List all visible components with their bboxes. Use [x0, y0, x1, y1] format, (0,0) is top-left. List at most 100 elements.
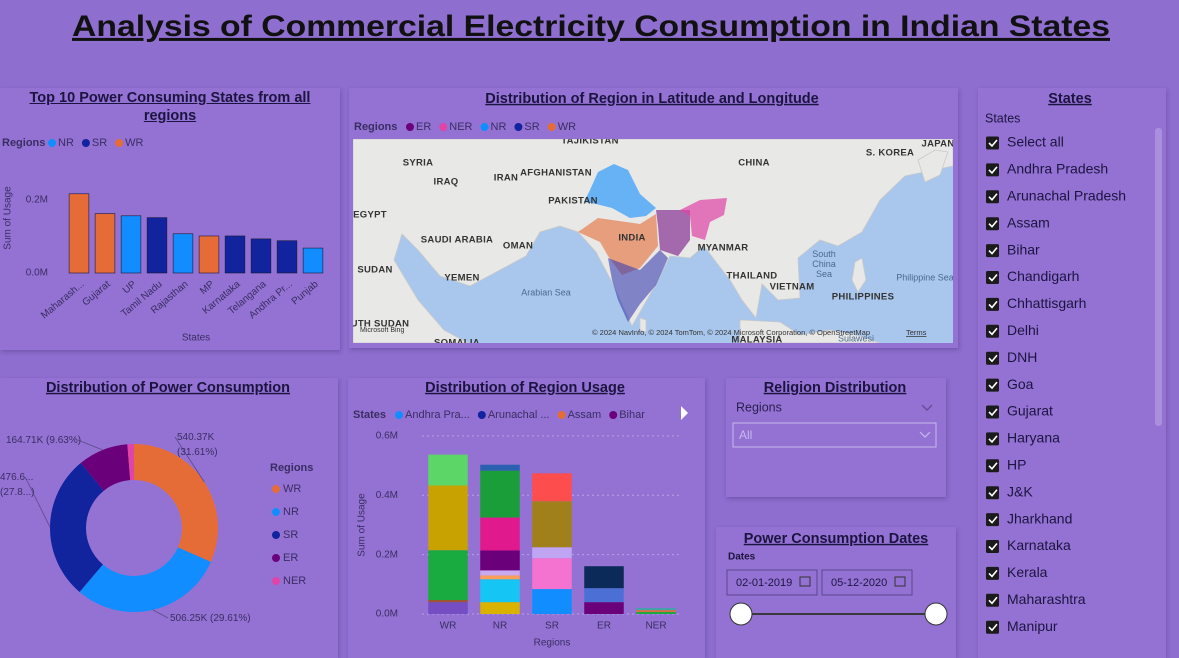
legend-title: Regions — [2, 137, 45, 149]
date-box[interactable] — [821, 569, 913, 596]
checkbox[interactable] — [986, 163, 999, 177]
check — [988, 516, 998, 524]
y-tick-label: 0.2M — [26, 194, 48, 205]
legend-label: ER — [283, 552, 298, 564]
slicer-item[interactable]: DNH — [1007, 349, 1037, 365]
checkbox[interactable] — [986, 190, 999, 204]
checkbox[interactable] — [986, 405, 999, 419]
legend-swatch — [272, 577, 280, 585]
slicer-item[interactable]: Select all — [1007, 134, 1064, 150]
bar — [94, 213, 116, 274]
bar — [250, 238, 272, 274]
checkbox[interactable] — [986, 271, 999, 284]
legend-swatch — [406, 123, 414, 131]
check — [988, 435, 998, 444]
panel — [0, 88, 340, 350]
date-box[interactable] — [726, 569, 818, 596]
calendar-icon[interactable] — [799, 576, 811, 587]
slicer-item[interactable]: Maharashtra — [1007, 591, 1086, 607]
check — [988, 462, 998, 470]
map-terms[interactable]: Terms — [906, 328, 927, 337]
checkbox[interactable] — [986, 513, 999, 527]
map-label: CHINA — [738, 158, 770, 169]
chart-title-box: Top 10 Power Consuming States from all r… — [30, 90, 311, 124]
legend-swatch — [272, 554, 280, 562]
checkbox[interactable] — [986, 378, 999, 392]
leader-line — [77, 439, 103, 451]
check — [988, 489, 998, 497]
leader-line — [152, 609, 169, 619]
checkbox[interactable] — [986, 540, 999, 553]
checkbox[interactable] — [986, 136, 999, 150]
bar-segment — [584, 588, 624, 603]
slicer-item[interactable]: Kerala — [1007, 564, 1048, 580]
panel — [716, 527, 956, 658]
slicer-item[interactable]: J&K — [1007, 483, 1033, 499]
checkbox[interactable] — [986, 297, 999, 311]
date-start: 02-01-2019 — [736, 577, 792, 589]
slider-handle[interactable] — [729, 602, 753, 626]
legend-swatch — [272, 485, 280, 493]
slicer-item[interactable]: Bihar — [1007, 241, 1040, 257]
slicer-item[interactable]: Chandigarh — [1007, 268, 1079, 284]
calendar-icon[interactable] — [894, 576, 906, 587]
slider-handle[interactable] — [924, 602, 948, 626]
bar-segment — [428, 485, 468, 551]
bar-segment — [428, 600, 468, 603]
map-label: PAKISTAN — [548, 196, 598, 207]
legend-label: NR — [283, 506, 299, 518]
checkbox[interactable] — [986, 351, 999, 365]
slicer-title: States — [1048, 91, 1092, 107]
x-tick-label: NER — [645, 621, 666, 632]
slicer-item[interactable]: HP — [1007, 457, 1026, 473]
data-label-box: 506.25K (29.61%) — [170, 613, 251, 624]
legend-swatch — [514, 123, 523, 131]
slicer-item[interactable]: Delhi — [1007, 322, 1039, 338]
slicer-item[interactable]: Arunachal Pradesh — [1007, 188, 1126, 204]
slicer-title: Power Consumption Dates — [744, 531, 929, 547]
bar — [198, 235, 220, 274]
bar-segment — [480, 550, 520, 571]
checkbox[interactable] — [986, 486, 999, 500]
slicer-item[interactable]: Gujarat — [1007, 403, 1053, 419]
scrollbar[interactable] — [1155, 128, 1162, 426]
check — [988, 354, 998, 363]
slicer-item[interactable]: Jharkhand — [1007, 510, 1072, 526]
slicer-item[interactable]: Assam — [1007, 214, 1050, 230]
legend-swatch — [609, 411, 618, 419]
slicer-item[interactable]: Goa — [1007, 376, 1034, 392]
checkbox[interactable] — [986, 432, 999, 446]
checkbox[interactable] — [986, 620, 999, 634]
map-label: South China Sea — [812, 249, 836, 279]
legend-swatch — [477, 411, 486, 419]
panel — [726, 378, 946, 497]
check — [988, 542, 998, 551]
x-tick-label: ER — [597, 621, 611, 632]
checkbox[interactable] — [986, 324, 999, 338]
checkbox[interactable] — [986, 459, 999, 473]
legend-label: SR — [283, 529, 298, 541]
data-label: 506.25K (29.61%) — [170, 613, 251, 624]
map[interactable] — [353, 139, 953, 343]
legend-next[interactable] — [681, 406, 688, 420]
legend-label: NER — [283, 575, 306, 587]
check — [988, 408, 998, 417]
slicer-item[interactable]: Chhattisgarh — [1007, 295, 1086, 311]
legend-title: Regions — [354, 121, 397, 133]
legend-label: Arunachal ... — [488, 409, 550, 421]
map-land — [739, 319, 881, 343]
slicer-title: Religion Distribution — [764, 380, 907, 396]
checkbox[interactable] — [986, 244, 999, 258]
legend-swatch — [395, 411, 403, 419]
dropdown[interactable] — [732, 422, 937, 448]
data-label: 476.6... (27.8...) — [0, 472, 35, 498]
checkbox[interactable] — [986, 217, 999, 231]
slicer-item[interactable]: Haryana — [1007, 430, 1060, 446]
legend-label: WR — [283, 483, 301, 495]
slicer-header: Regions — [736, 400, 782, 414]
slicer-item[interactable]: Andhra Pradesh — [1007, 161, 1108, 177]
checkbox[interactable] — [986, 566, 999, 580]
slicer-item[interactable]: Manipur — [1007, 618, 1058, 634]
slicer-item[interactable]: Karnataka — [1007, 537, 1071, 553]
checkbox[interactable] — [986, 593, 999, 607]
